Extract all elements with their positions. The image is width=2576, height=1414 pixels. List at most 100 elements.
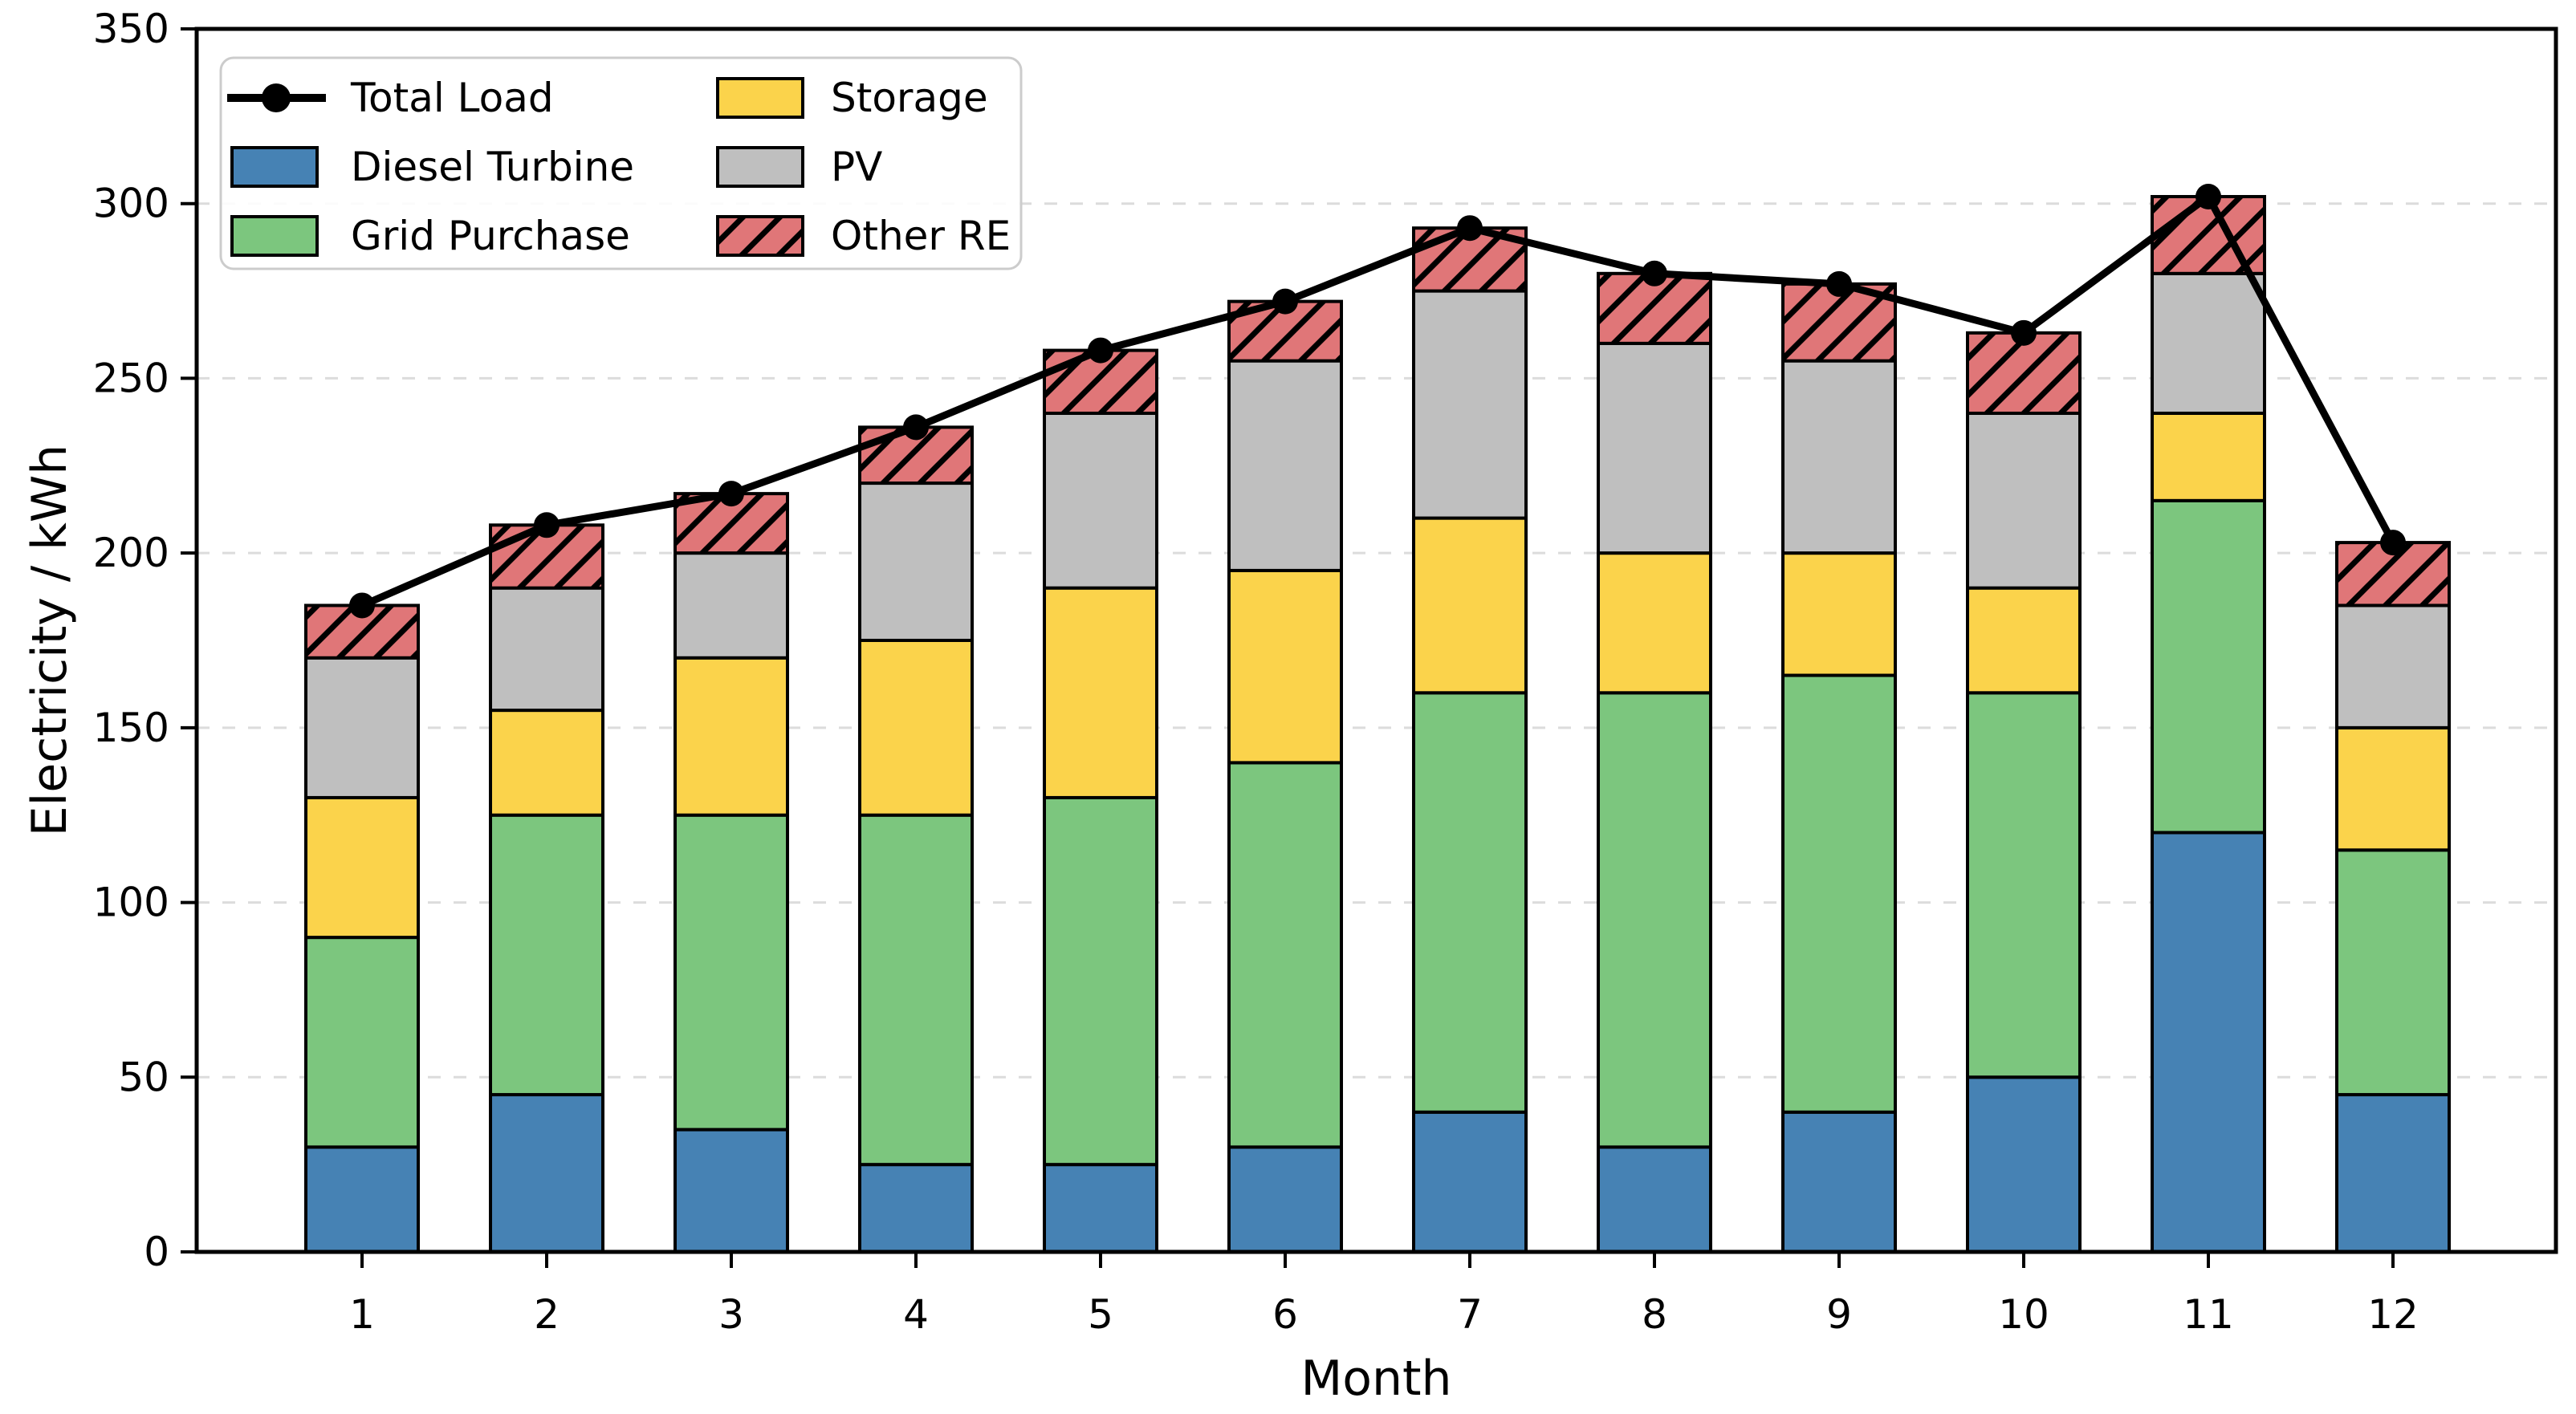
legend-swatch-grid-purchase xyxy=(232,217,317,255)
x-tick-label-11: 11 xyxy=(2183,1291,2234,1338)
bar-segment-pv-month-7 xyxy=(1414,291,1526,518)
bar-segment-diesel-turbine-month-6 xyxy=(1229,1147,1341,1252)
bar-segment-storage-month-1 xyxy=(306,797,418,938)
y-tick-label-150: 150 xyxy=(93,705,169,751)
x-tick-label-10: 10 xyxy=(1998,1291,2049,1338)
bar-segment-diesel-turbine-month-8 xyxy=(1598,1147,1711,1252)
legend-marker-sample-total-load xyxy=(262,83,291,112)
x-tick-label-12: 12 xyxy=(2367,1291,2419,1338)
bar-segment-pv-month-6 xyxy=(1229,360,1341,571)
bar-segment-pv-month-8 xyxy=(1598,343,1711,554)
bar-segment-storage-month-10 xyxy=(1968,587,2080,693)
bar-segment-grid-purchase-month-9 xyxy=(1783,675,1895,1112)
bar-segment-storage-month-7 xyxy=(1414,518,1526,693)
bar-segment-storage-month-8 xyxy=(1598,553,1711,693)
y-tick-label-250: 250 xyxy=(93,355,169,401)
bar-segment-pv-month-11 xyxy=(2152,273,2265,413)
total-load-marker-month-8 xyxy=(1642,260,1667,286)
y-tick-label-300: 300 xyxy=(93,181,169,227)
x-tick-label-9: 9 xyxy=(1826,1291,1852,1338)
x-tick-label-6: 6 xyxy=(1272,1291,1298,1338)
legend-swatch-edge-storage xyxy=(716,77,804,119)
legend-layer: Total Load Diesel Turbine Grid Purchase St… xyxy=(219,56,1023,270)
bar-segment-pv-month-10 xyxy=(1968,412,2080,588)
bar-segment-storage-month-4 xyxy=(860,640,972,815)
bar-segment-pv-month-2 xyxy=(490,587,603,711)
bar-segment-pv-month-9 xyxy=(1783,360,1895,554)
total-load-line-layer xyxy=(349,184,2406,619)
bar-segment-pv-month-12 xyxy=(2337,605,2449,728)
total-load-marker-month-11 xyxy=(2196,184,2221,210)
bar-segment-diesel-turbine-month-2 xyxy=(490,1095,603,1252)
total-load-marker-month-10 xyxy=(2011,319,2037,346)
y-tick-label-0: 0 xyxy=(144,1229,169,1275)
x-tick-label-1: 1 xyxy=(349,1291,375,1338)
total-load-marker-month-3 xyxy=(718,481,744,507)
legend-label-diesel-turbine: Diesel Turbine xyxy=(351,144,634,190)
bar-segment-storage-month-6 xyxy=(1229,570,1341,763)
plot-border xyxy=(194,26,2558,1254)
y-tick-label-50: 50 xyxy=(118,1054,169,1100)
legend-swatch-hatch-other-re xyxy=(718,217,803,255)
total-load-marker-month-5 xyxy=(1088,337,1113,364)
legend-label-grid-purchase: Grid Purchase xyxy=(351,213,630,259)
bar-segment-diesel-turbine-month-5 xyxy=(1044,1164,1157,1252)
x-tick-label-3: 3 xyxy=(718,1291,744,1338)
bar-segment-grid-purchase-month-3 xyxy=(675,815,787,1130)
total-load-marker-month-7 xyxy=(1457,215,1483,242)
bar-segment-diesel-turbine-month-4 xyxy=(860,1164,972,1252)
bar-segment-storage-month-9 xyxy=(1783,553,1895,676)
bar-segment-grid-purchase-month-8 xyxy=(1598,693,1711,1148)
bar-segment-storage-month-11 xyxy=(2152,412,2265,501)
y-tick-label-200: 200 xyxy=(93,530,169,576)
x-axis-title: Month xyxy=(1300,1351,1451,1407)
total-load-marker-month-9 xyxy=(1826,270,1852,297)
legend-swatch-edge-pv xyxy=(716,146,804,188)
legend-swatch-pv xyxy=(718,148,803,186)
bar-segment-storage-month-12 xyxy=(2337,727,2449,851)
bar-segment-storage-month-3 xyxy=(675,657,787,815)
x-tick-label-7: 7 xyxy=(1457,1291,1483,1338)
bar-segment-diesel-turbine-month-9 xyxy=(1783,1111,1895,1252)
total-load-marker-month-4 xyxy=(903,414,929,441)
bar-segment-grid-purchase-month-12 xyxy=(2337,850,2449,1095)
x-tick-label-2: 2 xyxy=(534,1291,560,1338)
bar-segment-grid-purchase-month-10 xyxy=(1968,693,2080,1078)
bar-segment-pv-month-5 xyxy=(1044,412,1157,588)
y-tick-label-350: 350 xyxy=(93,6,169,52)
legend-box xyxy=(219,56,1023,270)
total-load-marker-month-2 xyxy=(534,512,560,538)
bar-segment-grid-purchase-month-1 xyxy=(306,937,418,1148)
x-tick-label-8: 8 xyxy=(1642,1291,1667,1338)
bar-segment-pv-month-4 xyxy=(860,483,972,640)
legend-label-total-load: Total Load xyxy=(350,75,554,121)
bar-segment-storage-month-2 xyxy=(490,710,603,815)
bar-segment-diesel-turbine-month-11 xyxy=(2152,832,2265,1252)
legend-swatch-edge-other-re xyxy=(716,215,804,257)
bar-segment-diesel-turbine-month-3 xyxy=(675,1129,787,1252)
bar-segment-pv-month-3 xyxy=(675,553,787,658)
bar-segment-pv-month-1 xyxy=(306,657,418,798)
legend-swatch-edge-grid-purchase xyxy=(230,215,319,257)
bar-segment-diesel-turbine-month-7 xyxy=(1414,1111,1526,1252)
bar-segment-grid-purchase-month-11 xyxy=(2152,500,2265,833)
bar-segment-grid-purchase-month-6 xyxy=(1229,762,1341,1148)
legend-swatch-edge-diesel-turbine xyxy=(230,146,319,188)
bars-layer xyxy=(304,195,2451,1254)
legend-swatch-storage xyxy=(718,79,803,117)
bar-segment-grid-purchase-month-2 xyxy=(490,815,603,1095)
bar-segment-diesel-turbine-month-10 xyxy=(1968,1077,2080,1252)
legend-swatch-diesel-turbine xyxy=(232,148,317,186)
total-load-marker-month-1 xyxy=(349,592,375,619)
total-load-marker-month-6 xyxy=(1272,288,1298,315)
bar-segment-grid-purchase-month-7 xyxy=(1414,693,1526,1112)
x-tick-label-4: 4 xyxy=(903,1291,929,1338)
y-tick-label-100: 100 xyxy=(93,880,169,926)
x-tick-label-5: 5 xyxy=(1088,1291,1113,1338)
bar-segment-grid-purchase-month-5 xyxy=(1044,797,1157,1165)
bar-segment-diesel-turbine-month-1 xyxy=(306,1147,418,1252)
bar-segment-storage-month-5 xyxy=(1044,587,1157,798)
